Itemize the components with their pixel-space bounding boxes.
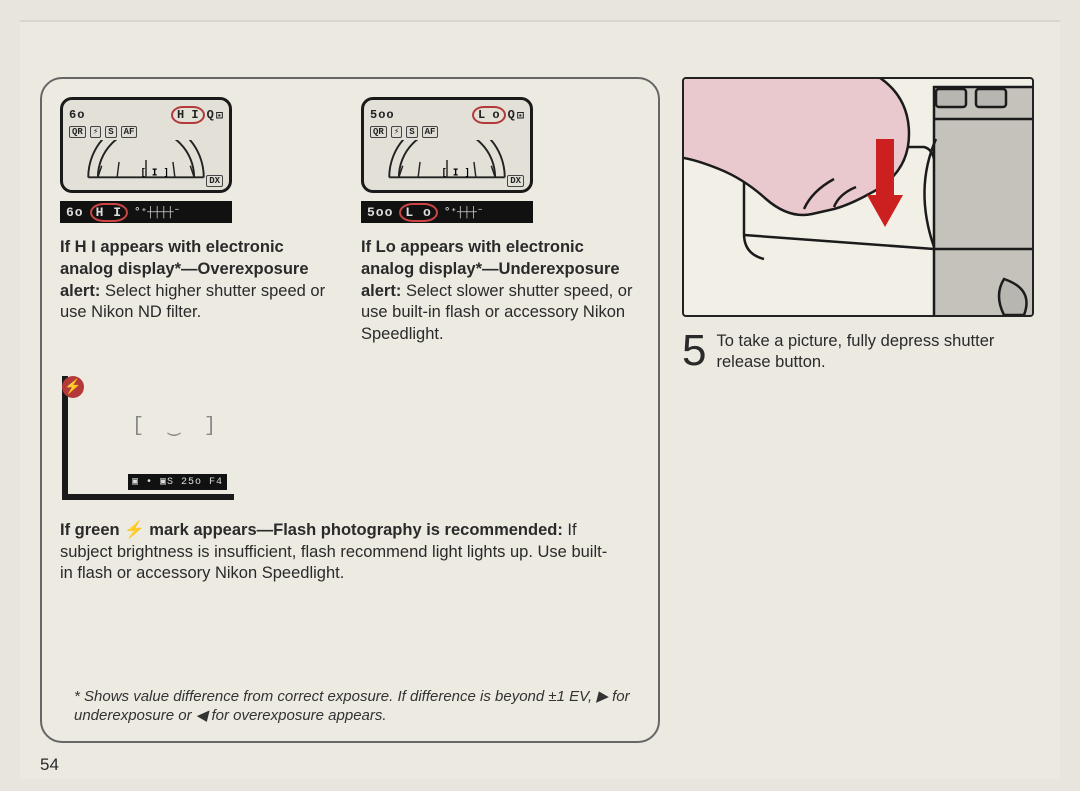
lcd-hi-oval: H I [171,106,205,124]
lcd-badge: QR [370,126,387,138]
lcd-shutter-lo: 5oo [370,108,395,122]
lcd-badge: ⚡ [391,126,402,138]
caption-text: Select slower shutter speed, or use buil… [361,282,632,344]
underexposure-caption: If Lo appears with electronic analog dis… [361,237,640,346]
viewfinder-diagram: ⚡ [ ‿ ] ▣ • ▣S 25o F4 [60,374,236,510]
strip-meter: °⁺┼┼┼⁻ [444,205,484,219]
shutter-press-illustration [682,77,1034,317]
strip-meter: °⁺┼┼┼┼⁻ [134,205,180,219]
strip-shutter: 5oo [367,205,393,220]
lcd-badge: S [105,126,116,138]
overexposure-block: 6o H I Q ⊡ QR ⚡ S AF [60,97,339,346]
lcd-badge: ⚡ [90,126,101,138]
lcd-panel-lo: 5oo L o Q ⊡ QR ⚡ S AF [361,97,533,193]
lcd-badge: AF [121,126,138,138]
main-content-frame: 6o H I Q ⊡ QR ⚡ S AF [40,77,660,743]
lcd-q-icon: Q [207,108,214,122]
lcd-bracket-icon: ⊡ [216,108,223,123]
viewfinder-strip-lo: 5oo L o °⁺┼┼┼⁻ [361,201,533,223]
step-text: To take a picture, fully depress shutter… [716,331,1034,374]
af-brackets: [ ‿ ] [132,412,222,438]
footnote: * Shows value difference from correct ex… [74,687,644,725]
flash-ready-icon: ⚡ [62,376,84,398]
flash-caption: If green ⚡ mark appears—Flash photograph… [60,520,620,585]
step-5: 5 To take a picture, fully depress shutt… [682,331,1034,374]
svg-text:[ I ]: [ I ] [441,167,470,178]
page-number: 54 [40,755,59,775]
lcd-dx: DX [507,175,524,187]
viewfinder-info-strip: ▣ • ▣S 25o F4 [128,474,227,490]
viewfinder-strip-hi: 6o H I °⁺┼┼┼┼⁻ [60,201,232,223]
strip-lo-oval: L o [399,203,437,222]
strip-shutter: 6o [66,205,84,220]
underexposure-block: 5oo L o Q ⊡ QR ⚡ S AF [361,97,640,346]
lcd-dial-hi: [ I ] [69,140,223,180]
step-number: 5 [682,331,706,374]
svg-text:[ I ]: [ I ] [140,167,169,178]
lcd-lo-oval: L o [472,106,506,124]
step-panel: 5 To take a picture, fully depress shutt… [682,77,1034,374]
lcd-dial-lo: [ I ] [370,140,524,180]
lcd-badge: S [406,126,417,138]
caption-text: Select higher shutter speed or use Nikon… [60,282,325,322]
lcd-shutter-hi: 6o [69,108,85,122]
lcd-badge: AF [422,126,439,138]
lcd-dx: DX [206,175,223,187]
lcd-q-icon: Q [508,108,515,122]
caption-bold: If green ⚡ mark appears—Flash photograph… [60,521,563,539]
strip-hi-oval: H I [90,203,128,222]
overexposure-caption: If H I appears with electronic analog di… [60,237,339,324]
lcd-panel-hi: 6o H I Q ⊡ QR ⚡ S AF [60,97,232,193]
lcd-bracket-icon: ⊡ [517,108,524,123]
lcd-badge: QR [69,126,86,138]
